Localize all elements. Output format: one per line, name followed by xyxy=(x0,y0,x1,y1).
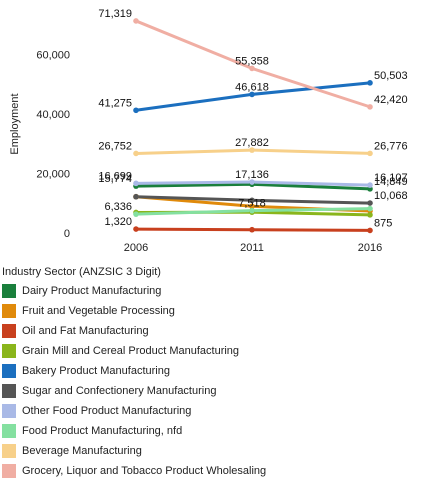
legend-item[interactable]: Oil and Fat Manufacturing xyxy=(2,321,425,341)
legend-item[interactable]: Food Product Manufacturing, nfd xyxy=(2,421,425,441)
x-tick-label: 2016 xyxy=(358,242,382,254)
data-label: 16,107 xyxy=(374,172,408,184)
data-label: 26,752 xyxy=(98,140,132,152)
data-label: 41,275 xyxy=(98,97,132,109)
series-point xyxy=(133,193,139,200)
series-point xyxy=(249,65,255,72)
x-tick-label: 2011 xyxy=(240,242,264,254)
series-point xyxy=(249,147,255,153)
legend-label: Oil and Fat Manufacturing xyxy=(22,325,149,337)
legend-label: Food Product Manufacturing, nfd xyxy=(22,425,183,437)
series-point xyxy=(249,179,255,185)
series-point xyxy=(367,150,373,157)
data-label: 14,849 xyxy=(374,176,408,188)
legend-swatch xyxy=(2,344,16,358)
legend-label: Other Food Product Manufacturing xyxy=(22,405,192,417)
series-point xyxy=(367,205,373,212)
data-label: 16,699 xyxy=(98,170,132,182)
data-label: 55,358 xyxy=(235,55,269,67)
legend-swatch xyxy=(2,384,16,398)
series-point xyxy=(133,226,139,232)
series-point xyxy=(367,80,373,86)
y-tick-label: 20,000 xyxy=(36,169,70,181)
legend-swatch xyxy=(2,404,16,418)
legend-item[interactable]: Fruit and Vegetable Processing xyxy=(2,301,425,321)
legend-label: Sugar and Confectionery Manufacturing xyxy=(22,385,217,397)
data-label: 17,136 xyxy=(235,169,269,181)
series-point xyxy=(133,150,139,157)
y-axis-ticks: 0 20,000 40,000 60,000 xyxy=(36,50,70,240)
series-point xyxy=(367,200,373,206)
legend-item[interactable]: Sugar and Confectionery Manufacturing xyxy=(2,381,425,401)
series-point xyxy=(249,203,255,210)
data-label: 1,320 xyxy=(104,216,132,228)
legend-item[interactable]: Bakery Product Manufacturing xyxy=(2,361,425,381)
data-label: 71,319 xyxy=(98,8,132,20)
x-tick-label: 2006 xyxy=(124,242,148,254)
legend-item[interactable]: Dairy Product Manufacturing xyxy=(2,281,425,301)
series-point xyxy=(249,91,255,98)
series-point xyxy=(133,180,139,187)
legend-label: Bakery Product Manufacturing xyxy=(22,365,170,377)
legend-swatch xyxy=(2,444,16,458)
data-label: 50,503 xyxy=(374,70,408,82)
x-axis-ticks: 2006 2011 2016 xyxy=(124,242,382,254)
legend-item[interactable]: Beverage Manufacturing xyxy=(2,441,425,461)
legend-swatch xyxy=(2,464,16,478)
legend-item[interactable]: Grocery, Liquor and Tobacco Product Whol… xyxy=(2,461,425,481)
y-tick-label: 40,000 xyxy=(36,109,70,121)
data-label: 6,336 xyxy=(104,201,132,213)
y-tick-label: 60,000 xyxy=(36,50,70,62)
legend-swatch xyxy=(2,304,16,318)
legend-swatch xyxy=(2,324,16,338)
series-point xyxy=(249,197,255,204)
data-label: 26,776 xyxy=(374,140,408,152)
series-point xyxy=(367,227,373,234)
series-point xyxy=(367,104,373,110)
legend-label: Grain Mill and Cereal Product Manufactur… xyxy=(22,345,240,357)
legend-swatch xyxy=(2,364,16,378)
series-points xyxy=(133,18,373,234)
data-label: 15,774 xyxy=(98,173,132,185)
legend-title: Industry Sector (ANZSIC 3 Digit) xyxy=(2,266,161,278)
series-point xyxy=(367,182,373,188)
series-point xyxy=(367,212,373,218)
legend-label: Grocery, Liquor and Tobacco Product Whol… xyxy=(22,465,267,477)
legend-label: Dairy Product Manufacturing xyxy=(22,285,162,297)
legend-swatch xyxy=(2,284,16,298)
series-point xyxy=(249,226,255,233)
series-point xyxy=(249,207,255,214)
legend-item[interactable]: Other Food Product Manufacturing xyxy=(2,401,425,421)
data-label: 875 xyxy=(374,217,392,229)
legend: Industry Sector (ANZSIC 3 Digit) Dairy P… xyxy=(0,266,425,481)
data-label: 7,518 xyxy=(238,198,266,210)
legend-items: Dairy Product Manufacturing Fruit and Veg… xyxy=(0,281,425,481)
data-label: 27,882 xyxy=(235,137,269,149)
series-point xyxy=(133,18,139,24)
series-point xyxy=(133,107,139,114)
data-label: 42,420 xyxy=(374,94,408,106)
data-labels: 15,774 14,849 1,320 875 41,275 46,618 50,503 10… xyxy=(98,8,407,229)
series-point xyxy=(133,211,139,217)
legend-item[interactable]: Grain Mill and Cereal Product Manufactur… xyxy=(2,341,425,361)
y-tick-label: 0 xyxy=(64,228,70,240)
legend-label: Beverage Manufacturing xyxy=(22,445,142,457)
data-label: 46,618 xyxy=(235,81,269,93)
data-label: 10,068 xyxy=(374,190,408,202)
line-chart: 0 20,000 40,000 60,000 2006 2011 2016 Employm… xyxy=(9,8,408,254)
y-axis-label: Employment xyxy=(9,93,21,154)
legend-swatch xyxy=(2,424,16,438)
legend-label: Fruit and Vegetable Processing xyxy=(22,305,175,317)
